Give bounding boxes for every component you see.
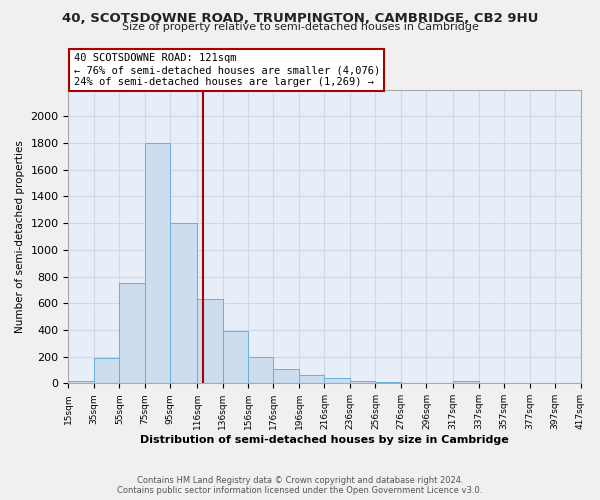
Bar (94, 358, 119, 384)
Bar (145, 143, 170, 384)
Text: 40, SCOTSDOWNE ROAD, TRUMPINGTON, CAMBRIDGE, CB2 9HU: 40, SCOTSDOWNE ROAD, TRUMPINGTON, CAMBRI… (62, 12, 538, 26)
Text: Size of property relative to semi-detached houses in Cambridge: Size of property relative to semi-detach… (122, 22, 478, 32)
Bar (68, 380, 94, 384)
Text: 40 SCOTSDOWNE ROAD: 121sqm
← 76% of semi-detached houses are smaller (4,076)
24%: 40 SCOTSDOWNE ROAD: 121sqm ← 76% of semi… (74, 54, 380, 86)
Text: Contains HM Land Registry data © Crown copyright and database right 2024.
Contai: Contains HM Land Registry data © Crown c… (118, 476, 482, 495)
Bar (223, 332, 248, 384)
Bar (325, 378, 350, 384)
Y-axis label: Number of semi-detached properties: Number of semi-detached properties (15, 140, 25, 333)
Bar (119, 283, 145, 384)
Bar (274, 370, 299, 384)
Bar (248, 356, 274, 384)
Bar (376, 382, 401, 384)
Bar (350, 380, 376, 384)
Bar (401, 382, 427, 384)
X-axis label: Distribution of semi-detached houses by size in Cambridge: Distribution of semi-detached houses by … (140, 435, 509, 445)
Bar (170, 223, 197, 384)
Bar (299, 374, 325, 384)
Bar (197, 299, 223, 384)
Bar (453, 382, 479, 384)
